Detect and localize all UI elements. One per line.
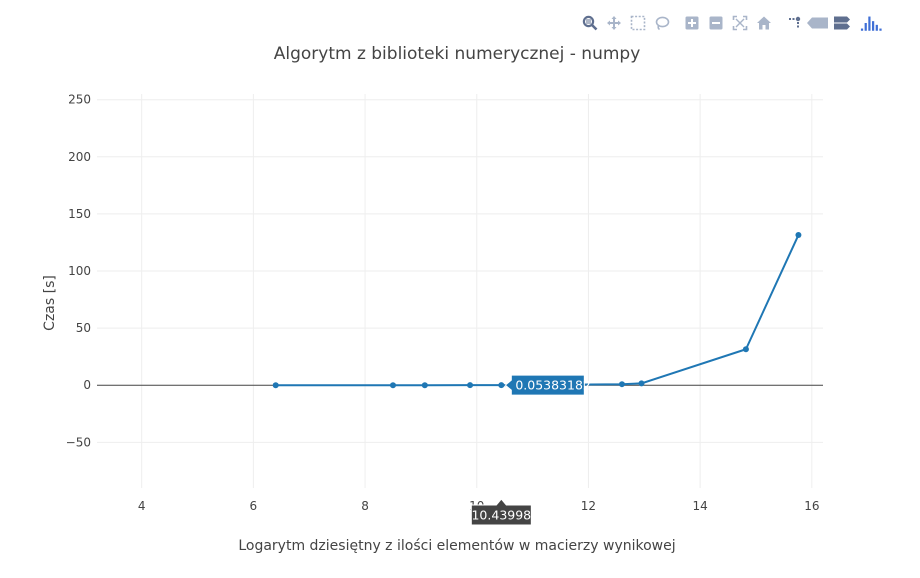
data-point[interactable]	[498, 382, 505, 389]
toggle-spike-lines-icon[interactable]	[782, 12, 806, 34]
modebar	[578, 12, 884, 34]
x-tick-label: 16	[804, 499, 819, 513]
y-tick-label: 50	[76, 321, 91, 335]
zoom-icon[interactable]	[578, 12, 602, 34]
box-select-icon[interactable]	[626, 12, 650, 34]
autoscale-icon[interactable]	[728, 12, 752, 34]
zoom-out-icon[interactable]	[704, 12, 728, 34]
y-tick-label: −50	[66, 435, 91, 449]
lasso-select-icon[interactable]	[650, 12, 674, 34]
y-tick-label: 150	[68, 207, 91, 221]
data-point[interactable]	[795, 232, 802, 239]
hover-layer: 0.05383182 10.43998	[470, 374, 591, 526]
hover-compare-icon[interactable]	[830, 12, 854, 34]
data-point[interactable]	[467, 382, 474, 389]
x-tick-label: 14	[692, 499, 707, 513]
hover-value-label: 0.05383182	[504, 374, 591, 396]
data-point[interactable]	[742, 346, 749, 353]
x-tick-label: 12	[581, 499, 596, 513]
data-point[interactable]	[389, 382, 396, 389]
y-tick-label: 250	[68, 93, 91, 107]
data-point[interactable]	[638, 380, 645, 387]
chart-title: Algorytm z biblioteki numerycznej - nump…	[274, 44, 641, 64]
pan-icon[interactable]	[602, 12, 626, 34]
data-point[interactable]	[421, 382, 428, 389]
series-layer[interactable]	[272, 232, 802, 389]
y-tick-label: 0	[83, 378, 91, 392]
y-axis-title: Czas [s]	[42, 275, 58, 331]
plotly-logo-icon[interactable]	[860, 12, 884, 34]
hover-x-axis-label: 10.43998	[470, 498, 532, 526]
x-tick-label: 4	[138, 499, 146, 513]
x-tick-label: 6	[250, 499, 258, 513]
reset-axes-icon[interactable]	[752, 12, 776, 34]
x-tick-label: 8	[361, 499, 369, 513]
hover-x-text: 10.43998	[471, 508, 531, 523]
hover-closest-icon[interactable]	[806, 12, 830, 34]
data-point[interactable]	[618, 381, 625, 388]
y-tick-label: 100	[68, 264, 91, 278]
zoom-in-icon[interactable]	[680, 12, 704, 34]
grid	[97, 94, 823, 488]
series-line[interactable]	[275, 234, 800, 387]
data-point[interactable]	[272, 382, 279, 389]
y-tick-label: 200	[68, 150, 91, 164]
hover-value-text: 0.05383182	[515, 378, 591, 393]
x-axis-title: Logarytm dziesiętny z ilości elementów w…	[238, 538, 675, 554]
